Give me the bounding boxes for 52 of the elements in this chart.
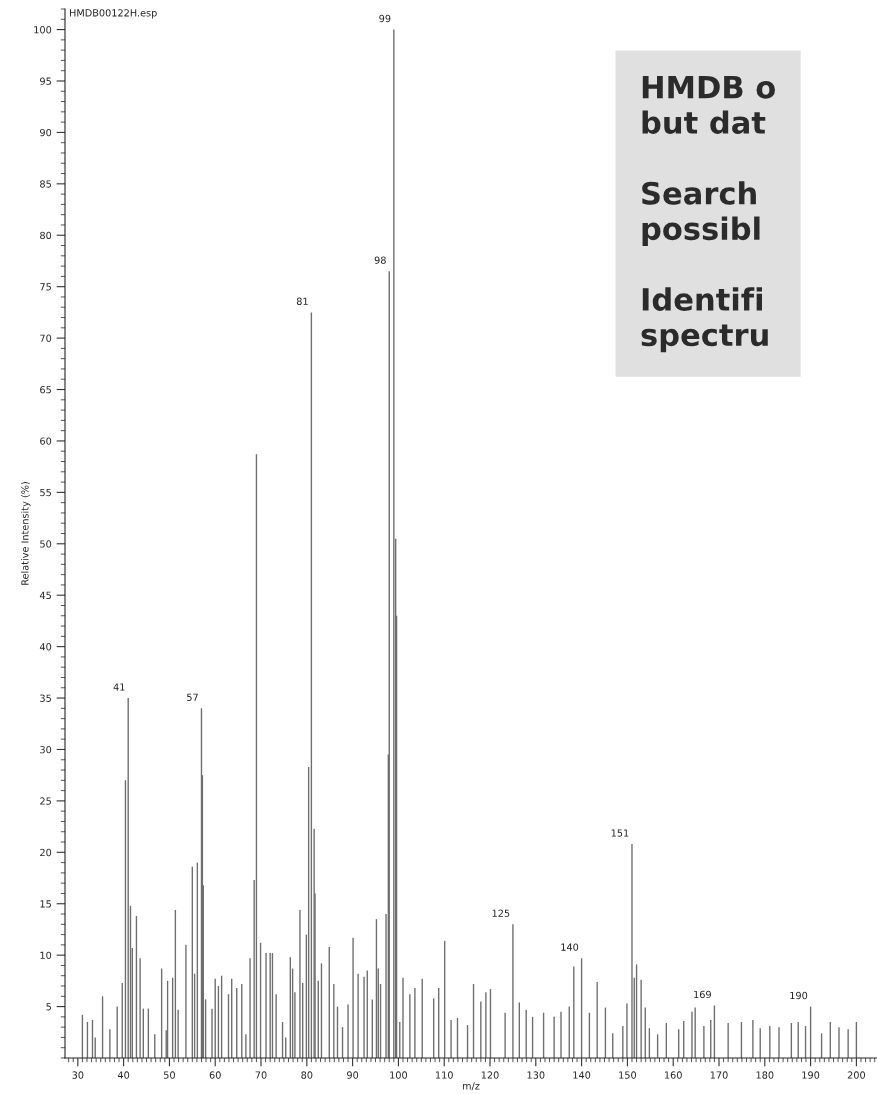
y-tick-label: 95: [40, 77, 51, 85]
x-tick-label: 70: [255, 1071, 267, 1079]
x-tick-label: 160: [664, 1071, 682, 1079]
y-tick-label: 25: [40, 797, 51, 805]
y-tick-label: 60: [40, 437, 52, 445]
y-tick-label: 55: [40, 488, 51, 497]
annotation: 190: [790, 991, 808, 1000]
x-tick-label: 50: [163, 1071, 175, 1079]
y-tick-label: 70: [40, 334, 52, 342]
text: HMDB o but dat Search possibl Identifi spectru: [641, 75, 775, 353]
annotation: 41: [113, 683, 125, 691]
x-tick-label: 130: [527, 1071, 545, 1079]
y-tick-label: 65: [40, 386, 51, 394]
y-axis-title: Relative Intensity (%): [21, 482, 31, 585]
x-tick-label: 120: [481, 1071, 499, 1079]
y-tick-label: 15: [40, 900, 51, 908]
x-tick-label: 180: [756, 1071, 774, 1079]
annotation: 125: [492, 909, 510, 917]
y-tick-label: 10: [40, 951, 52, 959]
annotation: 81: [296, 297, 308, 305]
annotation: 151: [611, 829, 629, 837]
x-tick-label: 90: [347, 1071, 359, 1079]
y-tick-label: 85: [40, 180, 51, 188]
annotation: 140: [561, 943, 579, 951]
y-tick-label: 50: [40, 540, 52, 548]
x-tick-label: 200: [847, 1071, 866, 1079]
x-tick-label: 60: [209, 1071, 221, 1079]
y-tick-label: 20: [40, 848, 52, 857]
y-tick-label: 100: [34, 26, 52, 34]
y-tick-label: 90: [40, 128, 52, 137]
x-tick-label: 170: [710, 1071, 728, 1079]
x-tick-label: 190: [802, 1071, 820, 1079]
y-tick-label: 40: [39, 643, 52, 651]
x-tick-label: 140: [573, 1071, 591, 1079]
x-tick-label: 30: [72, 1071, 84, 1079]
annotation: 99: [379, 14, 391, 23]
x-tick-label: 110: [436, 1071, 453, 1079]
y-tick-label: 75: [40, 283, 51, 291]
y-tick-label: 30: [40, 745, 52, 754]
y-tick-label: 45: [39, 591, 51, 600]
chart-title: HMDB00122H.esp: [70, 9, 157, 19]
x-tick-label: 80: [301, 1071, 313, 1079]
x-tick-label: 100: [390, 1071, 408, 1079]
annotation: 57: [187, 693, 198, 701]
x-tick-label: 150: [619, 1071, 637, 1079]
y-tick-label: 80: [40, 231, 52, 240]
y-tick-label: 5: [46, 1003, 51, 1011]
x-axis-title: m/z: [462, 1082, 480, 1091]
annotation: 98: [374, 256, 386, 264]
annotation: 169: [694, 990, 711, 999]
x-tick-label: 40: [117, 1071, 130, 1079]
y-tick-label: 35: [40, 694, 51, 702]
